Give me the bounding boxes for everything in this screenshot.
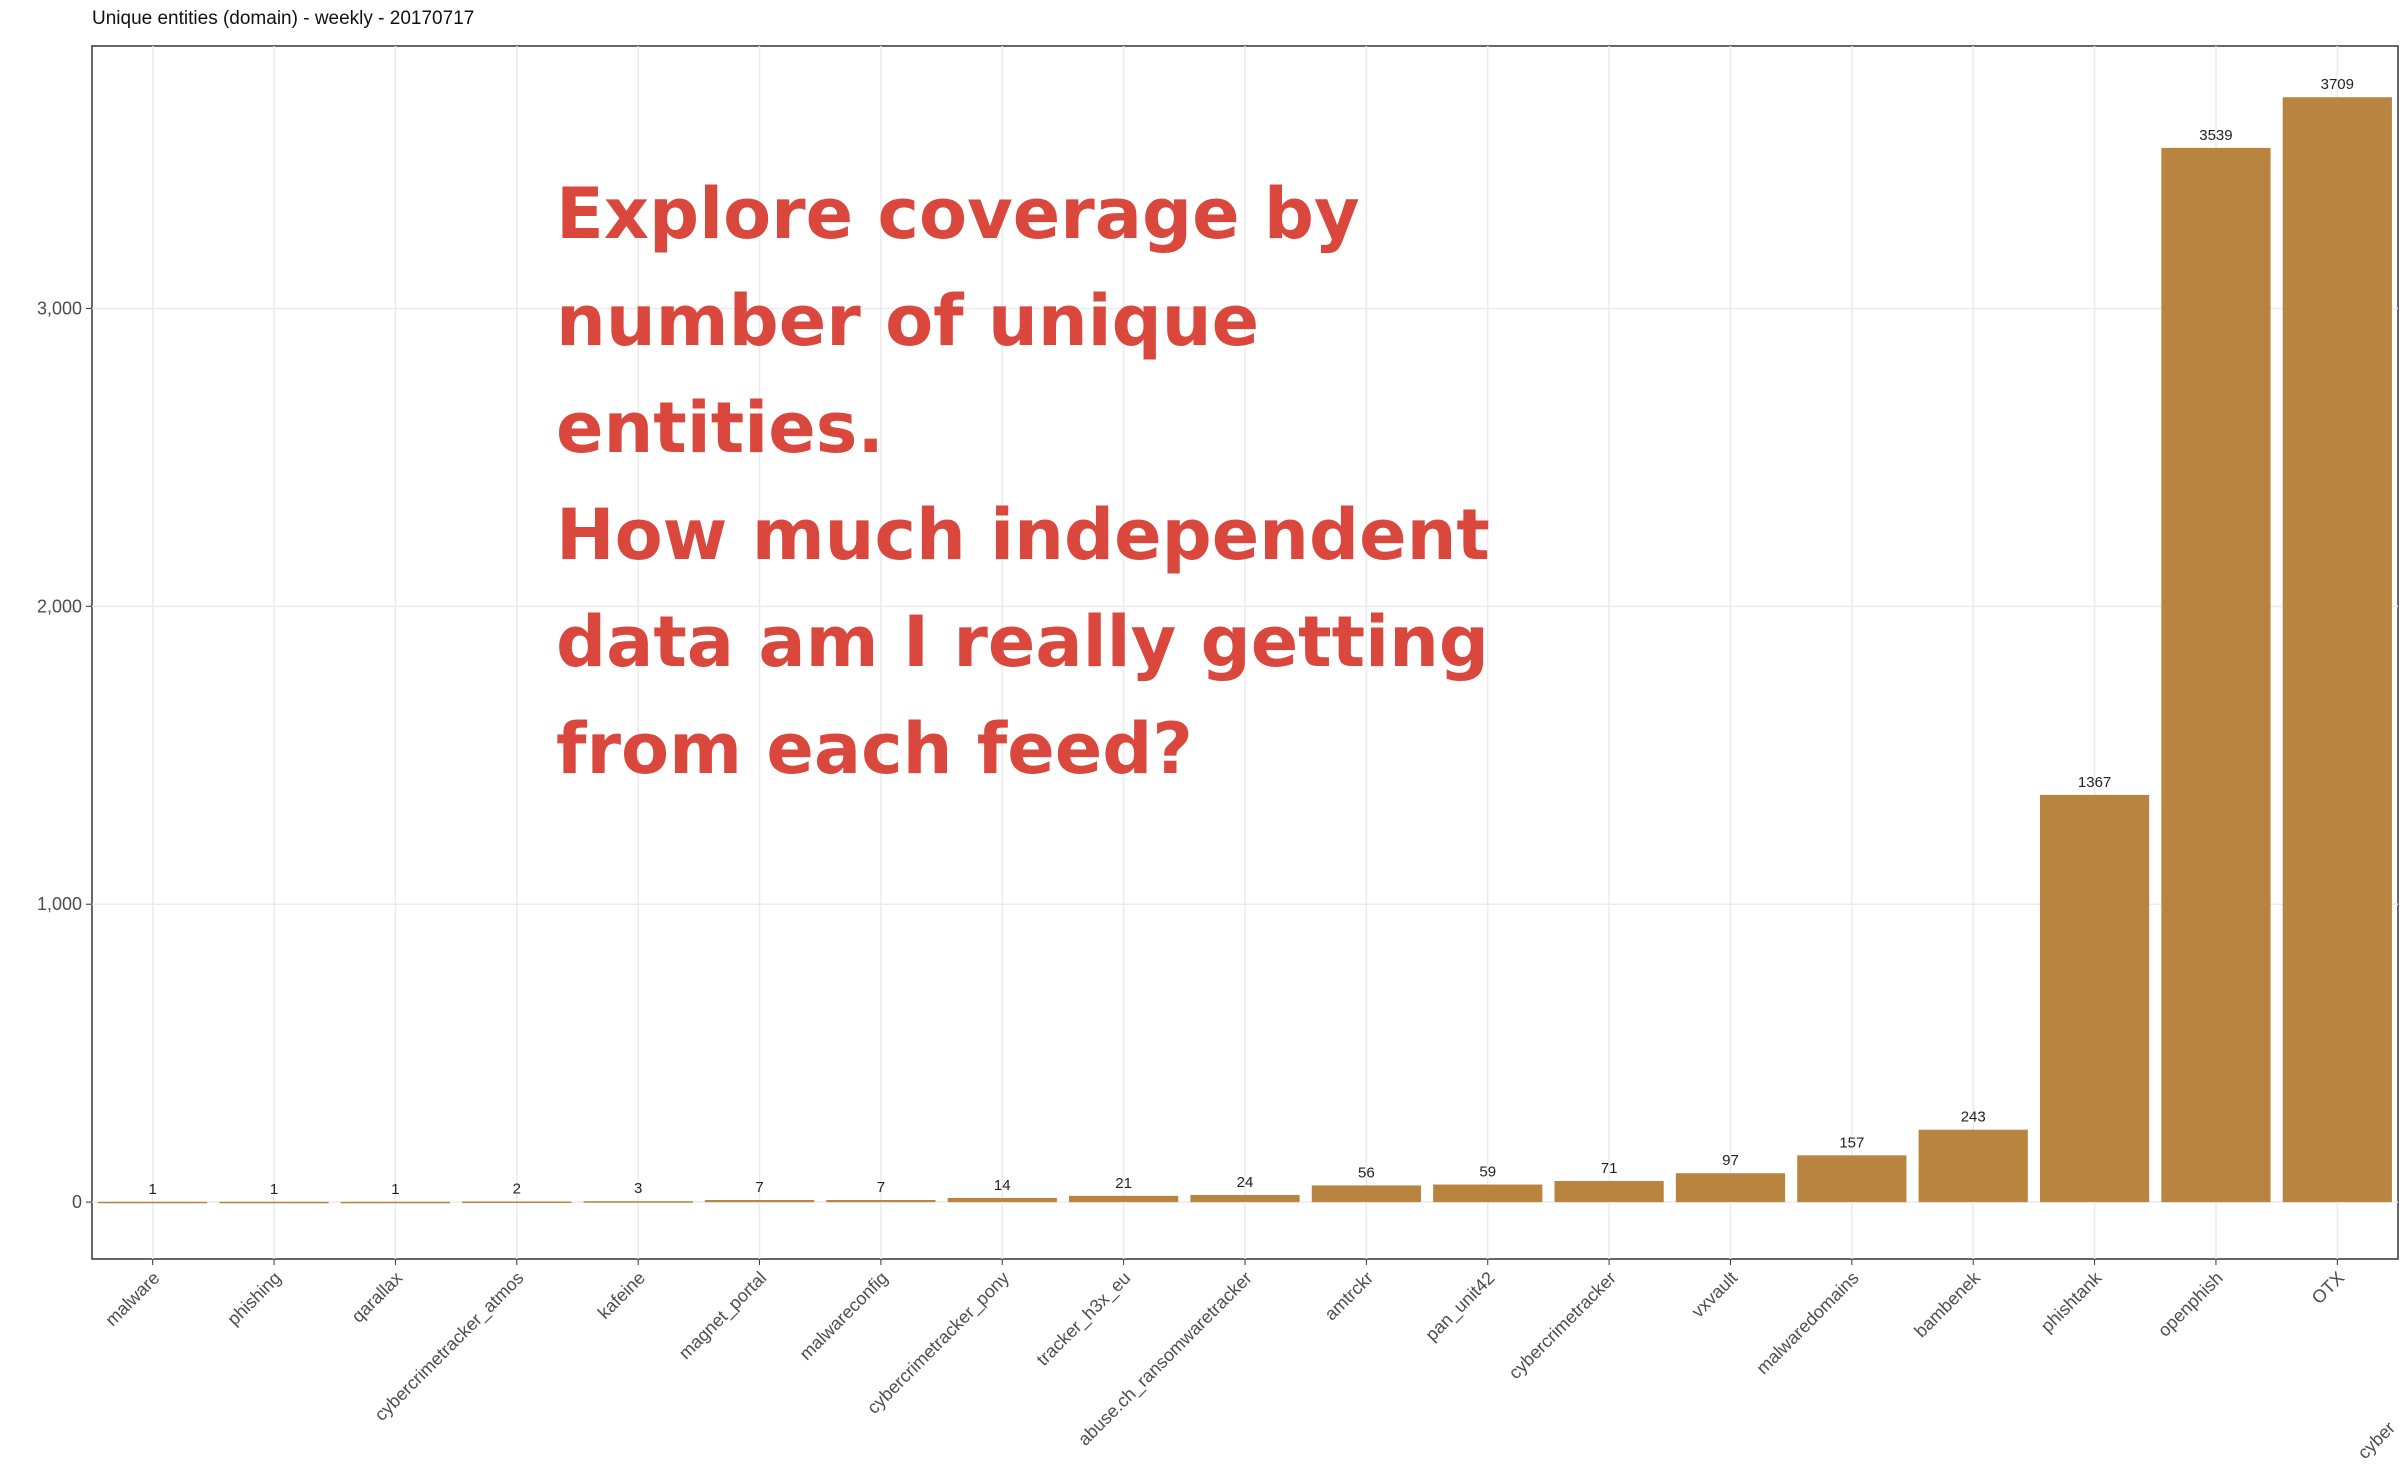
annotation-line: entities. (556, 387, 884, 469)
value-label: 3709 (2321, 76, 2354, 93)
value-label: 2 (513, 1181, 521, 1198)
x-tick-label: cybercrimetracker_pony (863, 1268, 1014, 1419)
bar (1190, 1194, 1300, 1203)
annotation-line: number of unique (556, 280, 1259, 362)
value-label: 3 (634, 1180, 642, 1197)
value-label: 243 (1961, 1109, 1986, 1126)
x-tick-label: tracker_h3x_eu (1033, 1268, 1136, 1371)
value-label: 59 (1479, 1164, 1496, 1181)
x-tick-label: qarallax (348, 1268, 407, 1327)
edge-label: cyber (2354, 1418, 2399, 1463)
bar (947, 1197, 1057, 1203)
bar (2161, 147, 2271, 1203)
x-tick-label: malwareconfig (796, 1268, 892, 1364)
x-tick-label: malwaredomains (1752, 1268, 1862, 1378)
x-tick-label: phishing (223, 1268, 285, 1330)
value-label: 1 (149, 1181, 157, 1198)
value-label: 14 (994, 1177, 1011, 1194)
x-tick-label: pan_unit42 (1421, 1268, 1499, 1346)
bar (1433, 1184, 1543, 1203)
value-label: 3539 (2199, 127, 2232, 144)
x-tick-label: cybercrimetracker (1505, 1268, 1620, 1383)
bar (340, 1201, 451, 1204)
bar (1069, 1195, 1179, 1203)
bar (1918, 1129, 2028, 1203)
bar (583, 1201, 693, 1203)
x-tick-label: vxvault (1688, 1268, 1742, 1322)
value-label: 1 (391, 1181, 399, 1198)
value-label: 56 (1358, 1164, 1375, 1181)
x-tick-label: kafeine (594, 1268, 649, 1323)
bar (2282, 97, 2392, 1203)
value-label: 21 (1115, 1175, 1132, 1192)
value-label: 97 (1722, 1152, 1739, 1169)
x-tick-label: amtrckr (1321, 1268, 1378, 1325)
annotation-line: Explore coverage by (556, 173, 1360, 255)
value-label: 24 (1237, 1174, 1254, 1191)
x-tick-label: phishtank (2037, 1267, 2106, 1336)
x-tick-label: malware (101, 1268, 163, 1330)
value-label: 7 (877, 1179, 885, 1196)
value-label: 71 (1601, 1160, 1618, 1177)
value-label: 1367 (2078, 774, 2111, 791)
annotation-line: How much independent (556, 494, 1490, 576)
bar (219, 1201, 329, 1204)
value-label: 157 (1839, 1134, 1864, 1151)
annotation-line: from each feed? (556, 708, 1193, 790)
bar (98, 1201, 208, 1204)
bar (462, 1201, 572, 1204)
bar (1675, 1173, 1786, 1203)
value-label: 1 (270, 1181, 278, 1198)
y-tick-label: 3,000 (37, 298, 82, 318)
chart-title: Unique entities (domain) - weekly - 2017… (92, 8, 474, 29)
y-tick-label: 0 (72, 1192, 82, 1212)
bar (1554, 1180, 1664, 1203)
annotation-line: data am I really getting (556, 601, 1489, 683)
x-tick-label: OTX (2308, 1268, 2348, 1308)
bar (704, 1200, 815, 1203)
x-tick-label: magnet_portal (675, 1268, 771, 1364)
bar (1311, 1185, 1421, 1203)
bar (826, 1200, 936, 1203)
y-tick-label: 1,000 (37, 894, 82, 914)
bar (1797, 1155, 1907, 1203)
bar (2039, 794, 2150, 1203)
value-label: 7 (755, 1179, 763, 1196)
x-tick-label: bambenek (1910, 1267, 1984, 1341)
x-tick-label: openphish (2154, 1268, 2227, 1341)
y-tick-label: 2,000 (37, 596, 82, 616)
